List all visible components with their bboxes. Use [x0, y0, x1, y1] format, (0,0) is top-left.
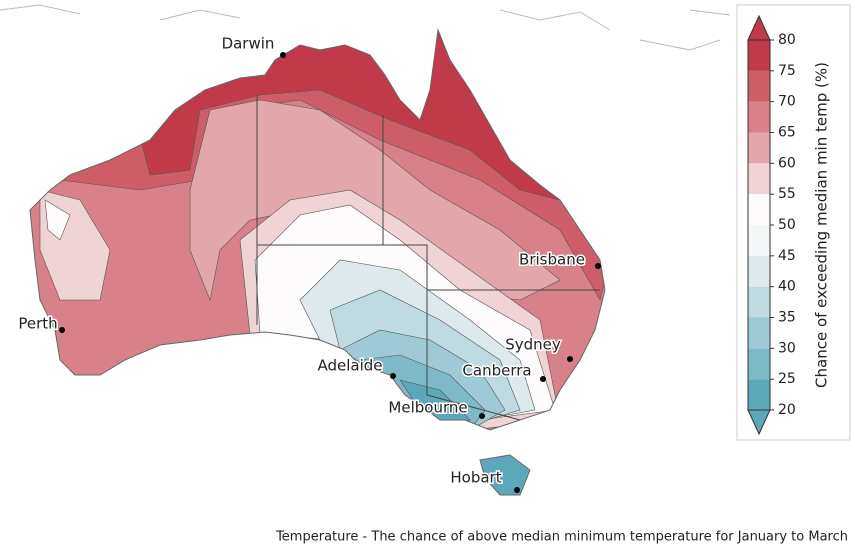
colorbar-tick-label: 30 [778, 340, 796, 356]
city-marker [540, 376, 546, 382]
city-marker [514, 487, 520, 493]
city-marker [280, 52, 286, 58]
colorbar-band [748, 40, 770, 71]
caption: Temperature - The chance of above median… [275, 530, 848, 545]
colorbar-tick-label: 75 [778, 63, 796, 79]
city-marker [479, 413, 485, 419]
city-label: Hobart [450, 469, 501, 487]
colorbar-band [748, 101, 770, 133]
colorbar-tick-label: 35 [778, 310, 796, 326]
coastlines-other [0, 4, 731, 51]
caption-bg [300, 524, 855, 551]
colorbar-tick-label: 50 [778, 217, 796, 233]
colorbar-band [748, 286, 770, 318]
colorbar-band [748, 348, 770, 380]
city-marker [567, 356, 573, 362]
city-label: Sydney [505, 336, 561, 354]
colorbar-tick-label: 45 [778, 248, 796, 264]
colorbar-band [748, 317, 770, 349]
city-label: Melbourne [388, 399, 467, 417]
map-fill [30, 30, 605, 495]
colorbar-tick-label: 60 [778, 155, 796, 171]
colorbar-band [748, 255, 770, 287]
colorbar-band [748, 70, 770, 102]
city-label: Perth [18, 315, 57, 333]
colorbar-tick-label: 55 [778, 186, 796, 202]
colorbar-tick-label: 65 [778, 125, 796, 141]
colorbar-tick-label: 25 [778, 371, 796, 387]
city-label: Canberra [462, 362, 531, 380]
colorbar-band [748, 163, 770, 195]
city-marker [595, 263, 601, 269]
colorbar-band [748, 379, 770, 410]
city-marker [59, 327, 65, 333]
city-label: Adelaide [317, 357, 382, 375]
city-marker [390, 373, 396, 379]
colorbar-band [748, 225, 770, 256]
city-layer: Darwin Brisbane Perth Sydney Adelaide Canberr… [17, 33, 601, 493]
colorbar-band [748, 132, 770, 164]
coastline [29, 28, 606, 496]
city-label: Darwin [222, 35, 275, 53]
colorbar-tick-label: 40 [778, 279, 796, 295]
colorbar-band [748, 194, 770, 225]
colorbar: 20 25 30 35 40 45 50 55 60 65 70 75 80 Chance of exce… [736, 4, 851, 441]
colorbar-tick-label: 20 [778, 402, 796, 418]
colorbar-tick-label: 80 [778, 32, 796, 48]
colorbar-label: Chance of exceeding median min temp (%) [813, 62, 831, 388]
colorbar-tick-label: 70 [778, 94, 796, 110]
city-label: Brisbane [519, 251, 585, 269]
